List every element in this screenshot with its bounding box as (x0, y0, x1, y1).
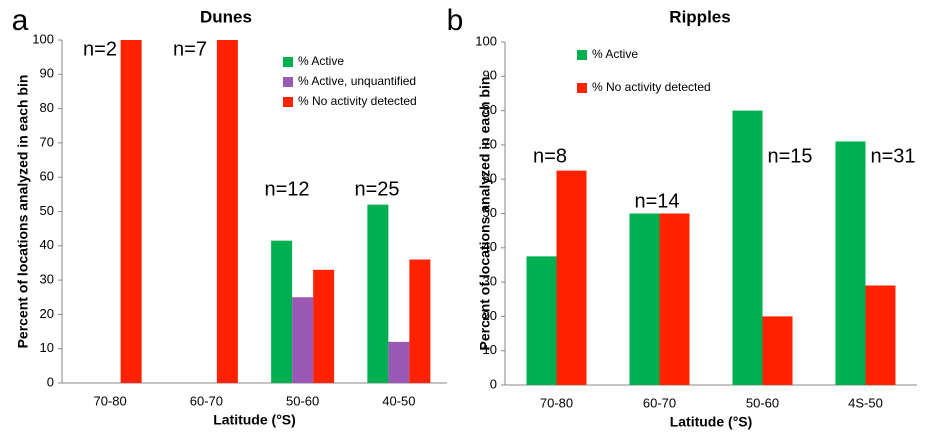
y-tick-label: 60 (40, 169, 54, 184)
y-axis-label: Percent of locations analyzed in each bi… (15, 75, 31, 349)
y-tick-label: 90 (483, 68, 497, 83)
x-axis-label: Latitude (°S) (213, 412, 296, 428)
y-tick-label: 10 (483, 342, 497, 357)
panel-label: b (447, 4, 464, 37)
y-tick-label: 50 (40, 203, 54, 218)
y-axis-label: Percent of locations analyzed in each bi… (477, 77, 493, 351)
bar (835, 141, 866, 385)
y-tick-label: 10 (40, 340, 54, 355)
bar (629, 213, 660, 385)
bar (732, 110, 763, 385)
bar (313, 269, 335, 383)
y-tick-label: 80 (483, 102, 497, 117)
y-tick-label: 20 (483, 308, 497, 323)
sample-size: n=31 (870, 145, 915, 167)
sample-size: n=2 (83, 38, 117, 60)
x-tick-label: 70-80 (94, 393, 127, 408)
bar (367, 204, 389, 383)
sample-size: n=25 (354, 178, 399, 200)
y-tick-label: 90 (40, 66, 54, 81)
bar (292, 297, 314, 383)
y-tick-label: 70 (483, 136, 497, 151)
sample-size: n=15 (767, 145, 812, 167)
y-tick-label: 50 (483, 205, 497, 220)
y-tick-label: 100 (32, 31, 54, 46)
x-tick-label: 60-70 (190, 393, 223, 408)
bar (388, 341, 410, 383)
panel-label: a (12, 4, 29, 37)
y-tick-label: 30 (40, 272, 54, 287)
y-tick-label: 100 (475, 33, 497, 48)
y-tick-label: 30 (483, 274, 497, 289)
legend-swatch (577, 50, 587, 60)
x-tick-label: 60-70 (643, 395, 676, 410)
legend-swatch (577, 83, 587, 93)
y-tick-label: 40 (483, 239, 497, 254)
bar (762, 316, 793, 385)
y-tick-label: 80 (40, 100, 54, 115)
chart-title: Dunes (200, 7, 252, 26)
y-tick-label: 20 (40, 306, 54, 321)
x-tick-label: 50-60 (746, 395, 779, 410)
y-tick-label: 40 (40, 237, 54, 252)
legend-swatch (283, 97, 293, 107)
y-tick-label: 70 (40, 134, 54, 149)
bar (659, 213, 690, 385)
sample-size: n=7 (173, 38, 207, 60)
bar (526, 256, 557, 385)
bar (120, 40, 142, 383)
sample-size: n=8 (533, 145, 567, 167)
legend-label: % Active (298, 54, 344, 68)
chart-title: Ripples (669, 7, 730, 26)
y-tick-label: 0 (47, 374, 54, 389)
legend-swatch (283, 77, 293, 87)
bar (216, 40, 238, 383)
x-tick-label: 40-50 (382, 393, 415, 408)
sample-size: n=14 (634, 190, 679, 212)
x-tick-label: 4S-50 (848, 395, 883, 410)
x-tick-label: 50-60 (286, 393, 319, 408)
legend-label: % Active (592, 47, 638, 61)
bar (865, 285, 896, 385)
x-tick-label: 70-80 (540, 395, 573, 410)
legend-label: % No activity detected (298, 94, 417, 108)
y-tick-label: 0 (490, 376, 497, 391)
bar (271, 240, 293, 383)
bar (556, 170, 587, 385)
x-axis-label: Latitude (°S) (670, 414, 753, 430)
bar (409, 259, 431, 383)
legend-label: % Active, unquantified (298, 74, 416, 88)
legend-label: % No activity detected (592, 80, 711, 94)
y-tick-label: 60 (483, 171, 497, 186)
legend-swatch (283, 57, 293, 67)
sample-size: n=12 (264, 178, 309, 200)
